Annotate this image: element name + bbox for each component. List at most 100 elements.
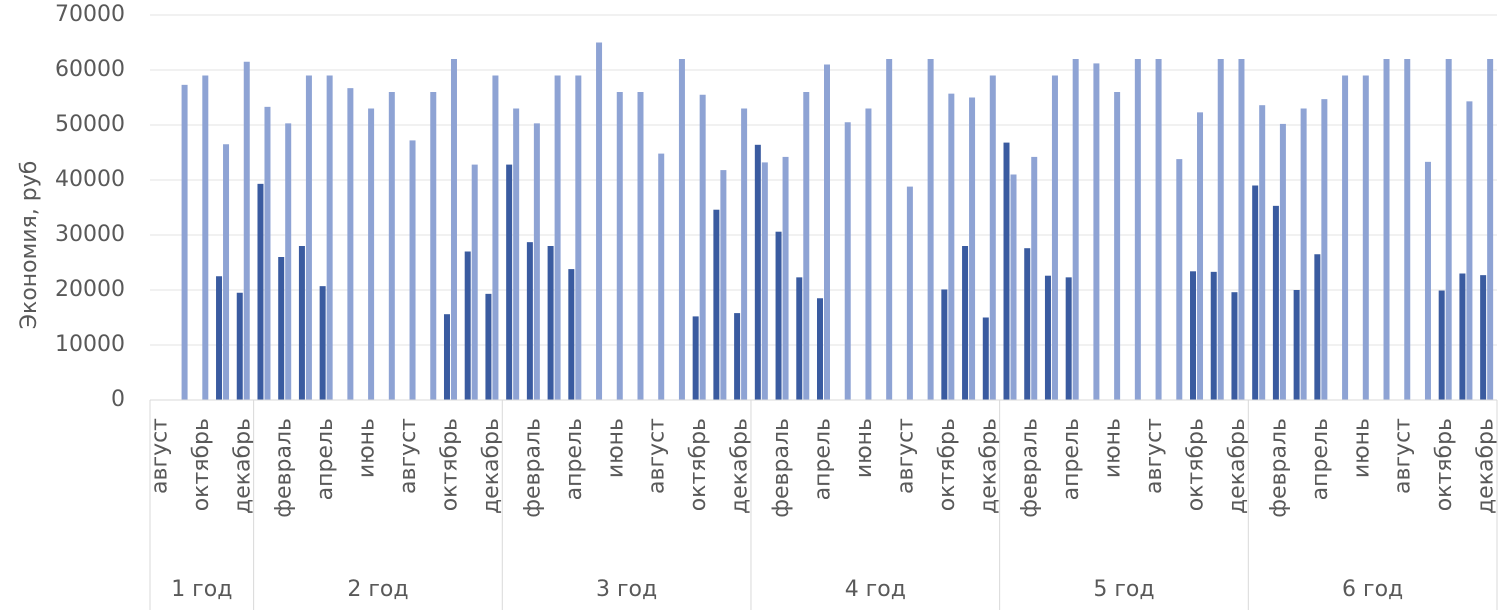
bar [485,293,492,400]
bar [637,92,644,400]
bar [409,140,416,400]
bar [741,108,748,400]
bar [568,269,575,400]
bar [1404,59,1411,400]
bar [547,246,554,400]
bar [678,59,685,400]
bar [554,75,561,400]
bar [464,251,471,400]
x-tick-label: апрель [1059,418,1084,500]
x-tick-label: декабрь [728,418,753,514]
x-tick-label: декабрь [1225,418,1250,514]
bar [443,314,450,400]
bar [962,246,969,400]
bar [844,122,851,400]
group-label: 5 год [1093,577,1154,602]
bar [236,292,243,400]
x-tick-label: август [1391,418,1416,494]
bar [1190,271,1197,400]
bar [817,298,823,400]
y-tick-label: 30000 [55,222,125,247]
bar [513,108,520,400]
bar [1279,123,1286,401]
bar [754,144,761,400]
bar [596,42,603,400]
bar [285,123,292,400]
x-tick-label: декабрь [1474,418,1499,514]
bar [803,92,810,400]
bar [1300,108,1307,400]
y-tick-label: 0 [111,387,125,412]
x-tick-label: апрель [811,418,836,500]
bar [368,108,375,400]
x-tick-label: июнь [355,418,380,478]
x-tick-label: февраль [1018,418,1043,518]
y-tick-label: 70000 [55,2,125,27]
x-tick-label: декабрь [976,418,1001,514]
x-tick-label: октябрь [686,418,711,511]
bar [969,97,976,400]
x-tick-label: апрель [313,418,338,500]
bar [1210,271,1217,400]
x-tick-label: июнь [603,418,628,478]
bar [326,75,333,400]
bar [761,162,768,400]
x-tick-label: февраль [769,418,794,518]
bar [1031,156,1038,400]
x-tick-label: июнь [852,418,877,478]
bar [388,92,395,400]
bar [989,75,996,400]
bar [713,209,720,400]
bar [658,153,665,400]
x-tick-label: август [893,418,918,494]
bar [775,231,782,400]
bar [1051,75,1058,400]
x-tick-label: декабрь [479,418,504,514]
y-tick-label: 40000 [55,167,125,192]
bar [1466,101,1473,400]
bar [1487,59,1494,400]
x-tick-label: декабрь [230,418,255,514]
group-label: 2 год [347,577,408,602]
bar [1383,59,1390,400]
bar [430,92,437,400]
y-tick-label: 10000 [55,332,125,357]
bar [319,286,326,400]
x-tick-label: август [1142,418,1167,494]
bar [1438,290,1445,400]
bar [1424,161,1431,400]
x-tick-label: октябрь [1184,418,1209,511]
bar [1134,59,1141,400]
x-tick-label: октябрь [437,418,462,511]
bar [278,257,285,400]
bar [1231,292,1238,400]
bar [1010,174,1017,400]
bar [305,75,312,400]
bar [927,59,934,400]
bar [1252,185,1259,400]
bar [257,183,264,400]
bar [692,316,699,400]
group-label: 4 год [845,577,906,602]
bar [616,92,623,400]
x-tick-label: август [396,418,421,494]
bar [506,164,513,400]
bar [865,108,872,400]
bar [450,59,457,400]
bar [1003,142,1010,400]
x-tick-label: апрель [562,418,587,500]
x-tick-label: июнь [1349,418,1374,478]
x-tick-label: февраль [1266,418,1291,518]
bar [1445,59,1452,400]
bar [1259,105,1266,400]
bar [906,186,913,400]
x-tick-label: октябрь [1432,418,1457,511]
bar [699,94,706,400]
bar [1459,273,1466,400]
bar [1065,277,1072,400]
y-tick-label: 20000 [55,277,125,302]
bar [782,156,789,400]
x-tick-label: февраль [520,418,545,518]
bar [1480,275,1487,400]
